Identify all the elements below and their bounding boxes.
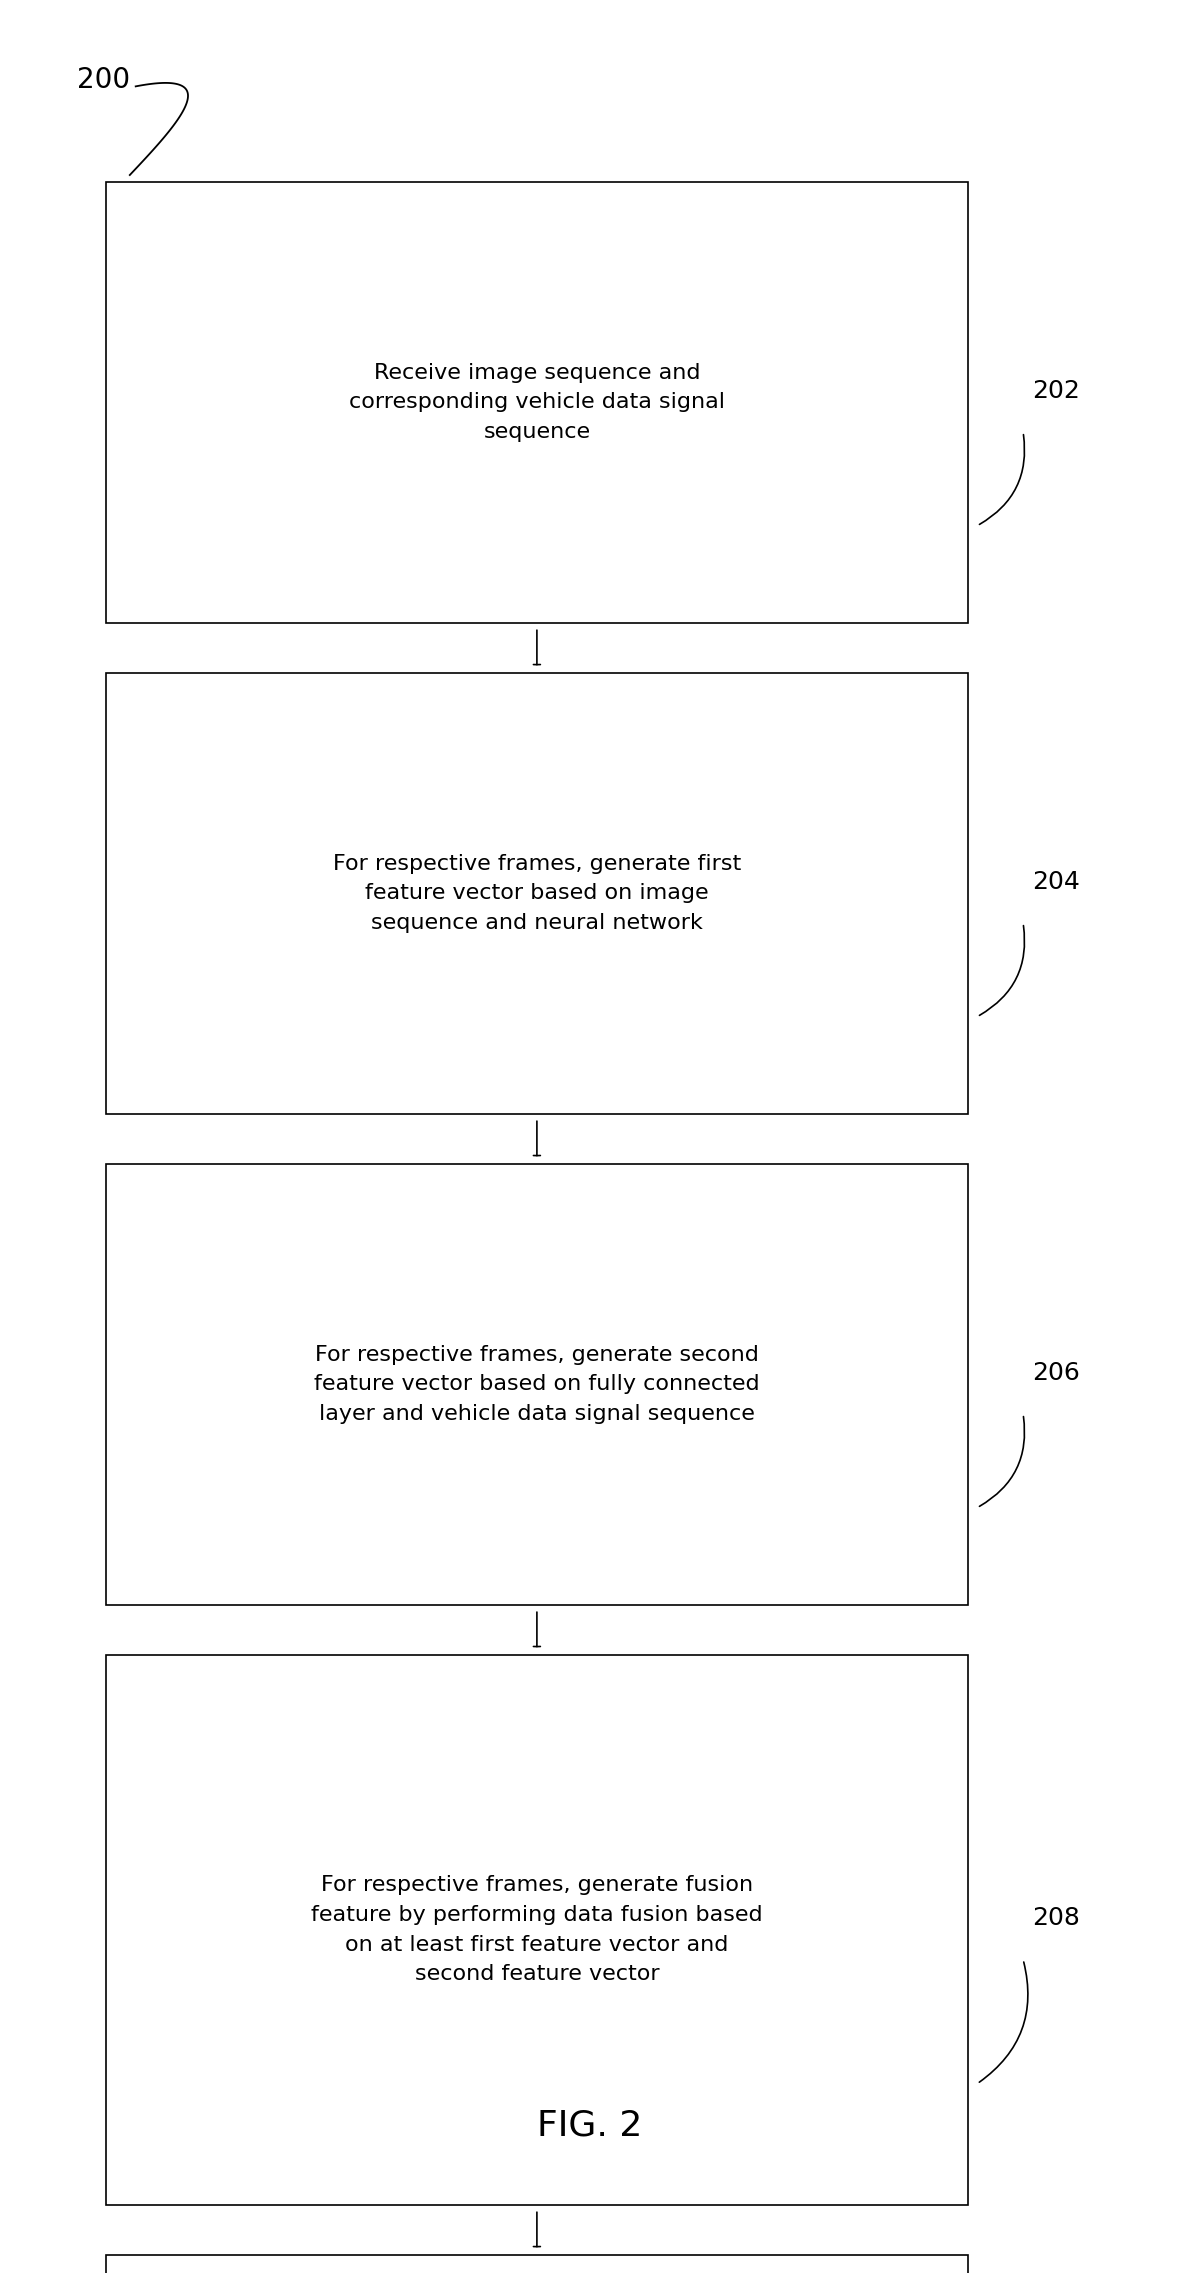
FancyArrowPatch shape [979,1962,1028,2082]
Text: 204: 204 [1032,871,1081,893]
FancyBboxPatch shape [106,1164,968,1605]
Text: 202: 202 [1032,380,1081,402]
FancyArrowPatch shape [979,1416,1024,1507]
FancyArrowPatch shape [979,925,1024,1016]
Text: FIG. 2: FIG. 2 [537,2109,643,2141]
FancyBboxPatch shape [106,2255,968,2273]
FancyBboxPatch shape [106,1655,968,2205]
Text: 208: 208 [1032,1907,1081,1930]
Text: For respective frames, generate second
feature vector based on fully connected
l: For respective frames, generate second f… [314,1346,760,1423]
Text: Receive image sequence and
corresponding vehicle data signal
sequence: Receive image sequence and corresponding… [349,364,725,441]
FancyBboxPatch shape [106,182,968,623]
Text: For respective frames, generate first
feature vector based on image
sequence and: For respective frames, generate first fe… [333,855,741,932]
Text: 200: 200 [77,66,130,93]
Text: 206: 206 [1032,1362,1081,1384]
Text: For respective frames, generate fusion
feature by performing data fusion based
o: For respective frames, generate fusion f… [312,1875,762,1984]
FancyBboxPatch shape [106,673,968,1114]
FancyArrowPatch shape [979,434,1024,525]
